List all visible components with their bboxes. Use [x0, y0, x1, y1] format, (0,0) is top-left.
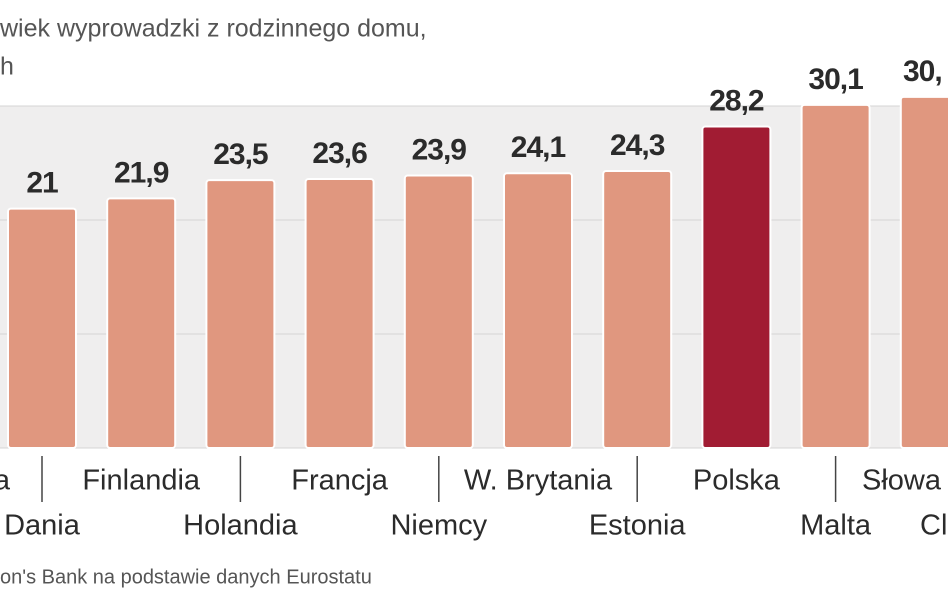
value-label: 30,1 [808, 63, 863, 96]
value-label: 23,6 [312, 137, 367, 170]
bar [602, 169, 673, 449]
x-tick-label: Estonia [589, 510, 687, 542]
value-label: 21 [26, 167, 58, 200]
value-label: 21,9 [114, 156, 169, 189]
chart-subtitle: h [0, 53, 14, 81]
x-tick-label: Malta [800, 510, 872, 542]
value-label: 24,1 [511, 131, 566, 164]
value-label: 23,9 [412, 133, 467, 166]
bar [304, 177, 375, 449]
value-label: 28,2 [709, 84, 764, 117]
x-tick-label: Cl [920, 510, 947, 542]
x-tick-label: a [0, 465, 11, 497]
chart-title: wiek wyprowadzki z rodzinnego domu, [0, 15, 427, 43]
x-tick-label: Polska [693, 465, 781, 497]
bar [800, 103, 871, 450]
bar [701, 125, 772, 449]
bar [7, 207, 77, 449]
value-label: 30, [903, 55, 942, 88]
value-label: 23,5 [213, 138, 268, 171]
bar [106, 197, 177, 449]
x-tick-label: Dania [4, 510, 81, 542]
x-tick-label: Słowa [862, 465, 942, 497]
source: on's Bank na podstawie danych Eurostatu [0, 566, 372, 588]
x-tick-label: Holandia [183, 510, 298, 542]
x-tick-label: Niemcy [390, 510, 487, 542]
x-tick-label: Finlandia [82, 465, 201, 497]
x-tick-label: Francja [291, 465, 389, 497]
bar [403, 174, 474, 450]
bar [503, 172, 573, 449]
bar [899, 95, 948, 449]
bar [205, 179, 276, 449]
value-label: 24,3 [610, 129, 665, 162]
x-tick-label: W. Brytania [464, 465, 613, 497]
